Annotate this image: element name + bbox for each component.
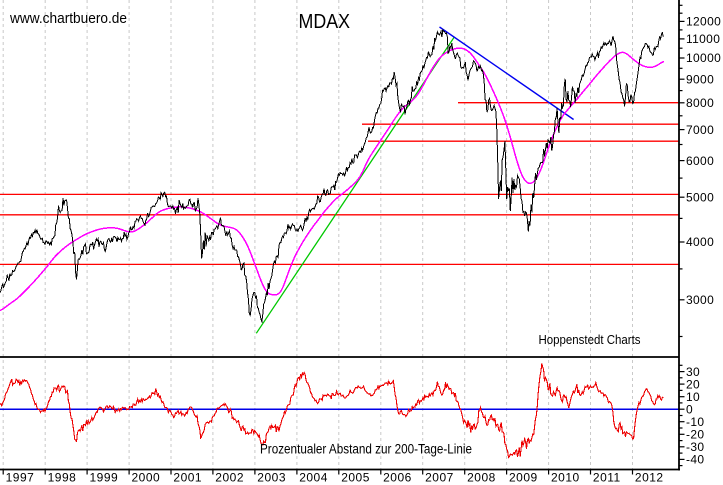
svg-text:2012: 2012 (635, 471, 664, 485)
svg-text:5000: 5000 (686, 190, 714, 204)
svg-text:7000: 7000 (686, 123, 714, 137)
svg-text:2000: 2000 (132, 471, 161, 485)
svg-text:2004: 2004 (299, 471, 328, 485)
svg-text:2003: 2003 (257, 471, 286, 485)
svg-text:10000: 10000 (686, 51, 721, 65)
svg-text:-30: -30 (686, 440, 704, 454)
svg-text:Prozentualer Abstand zur 200-T: Prozentualer Abstand zur 200-Tage-Linie (260, 442, 472, 457)
svg-text:10: 10 (686, 390, 700, 404)
svg-text:2006: 2006 (383, 471, 412, 485)
svg-text:Hoppenstedt Charts: Hoppenstedt Charts (539, 332, 641, 347)
svg-text:2008: 2008 (467, 471, 496, 485)
svg-text:9000: 9000 (686, 72, 714, 86)
svg-text:4000: 4000 (686, 235, 714, 249)
svg-text:6000: 6000 (686, 154, 714, 168)
svg-text:3000: 3000 (686, 293, 714, 307)
svg-text:20: 20 (686, 377, 700, 391)
svg-text:www.chartbuero.de: www.chartbuero.de (9, 11, 127, 27)
svg-text:8000: 8000 (686, 96, 714, 110)
svg-text:-10: -10 (686, 415, 704, 429)
svg-text:2009: 2009 (509, 471, 538, 485)
svg-text:0: 0 (686, 402, 693, 416)
svg-text:11000: 11000 (686, 32, 720, 46)
svg-text:1998: 1998 (48, 471, 77, 485)
svg-text:12000: 12000 (686, 15, 721, 29)
svg-text:2001: 2001 (173, 471, 202, 485)
svg-text:2011: 2011 (593, 471, 621, 485)
svg-text:-40: -40 (686, 453, 704, 467)
svg-text:MDAX: MDAX (299, 11, 351, 33)
svg-text:2005: 2005 (341, 471, 370, 485)
svg-text:1999: 1999 (90, 471, 119, 485)
svg-text:-20: -20 (686, 428, 704, 442)
svg-text:2002: 2002 (215, 471, 244, 485)
svg-text:2010: 2010 (551, 471, 580, 485)
svg-text:1997: 1997 (6, 471, 35, 485)
svg-text:30: 30 (686, 365, 700, 379)
svg-text:2007: 2007 (425, 471, 454, 485)
